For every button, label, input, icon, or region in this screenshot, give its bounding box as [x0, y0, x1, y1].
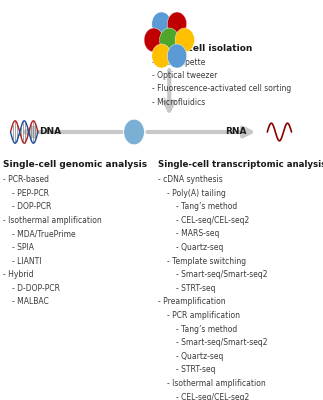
Text: - MALBAC: - MALBAC: [12, 297, 49, 306]
Text: - Template switching: - Template switching: [167, 256, 246, 266]
Text: - cDNA synthesis: - cDNA synthesis: [158, 175, 223, 184]
Text: - STRT-seq: - STRT-seq: [176, 365, 216, 374]
Circle shape: [167, 12, 187, 36]
Text: Single-cell transcriptomic analysis: Single-cell transcriptomic analysis: [158, 160, 323, 169]
Text: - Fluorescence-activated cell sorting: - Fluorescence-activated cell sorting: [152, 84, 291, 94]
Text: Single-cell genomic analysis: Single-cell genomic analysis: [3, 160, 147, 169]
Text: - LIANTI: - LIANTI: [12, 256, 42, 266]
Text: - DOP-PCR: - DOP-PCR: [12, 202, 52, 211]
Circle shape: [152, 44, 171, 68]
Text: - Optical tweezer: - Optical tweezer: [152, 71, 217, 80]
Text: - Quartz-seq: - Quartz-seq: [176, 352, 224, 361]
Text: - Tang’s method: - Tang’s method: [176, 324, 238, 334]
Text: - Preamplification: - Preamplification: [158, 297, 226, 306]
Text: - MDA/TruePrime: - MDA/TruePrime: [12, 229, 76, 238]
Text: - STRT-seq: - STRT-seq: [176, 284, 216, 293]
Text: RNA: RNA: [225, 127, 246, 136]
Circle shape: [152, 12, 171, 36]
Text: - Isothermal amplification: - Isothermal amplification: [167, 379, 266, 388]
Circle shape: [124, 119, 144, 145]
Text: - Microfluidics: - Microfluidics: [152, 98, 205, 107]
Text: - Smart-seq/Smart-seq2: - Smart-seq/Smart-seq2: [176, 270, 268, 279]
Text: - SPIA: - SPIA: [12, 243, 34, 252]
Circle shape: [167, 44, 187, 68]
Text: - PCR amplification: - PCR amplification: [167, 311, 240, 320]
Circle shape: [144, 28, 163, 52]
Text: - Micropipette: - Micropipette: [152, 58, 205, 67]
Text: Single-cell isolation: Single-cell isolation: [152, 44, 252, 53]
Text: - PEP-PCR: - PEP-PCR: [12, 188, 49, 198]
Text: - PCR-based: - PCR-based: [3, 175, 49, 184]
Text: - Tang’s method: - Tang’s method: [176, 202, 238, 211]
Text: - Hybrid: - Hybrid: [3, 270, 34, 279]
Text: - CEL-seq/CEL-seq2: - CEL-seq/CEL-seq2: [176, 216, 250, 225]
Text: - Quartz-seq: - Quartz-seq: [176, 243, 224, 252]
Text: - Smart-seq/Smart-seq2: - Smart-seq/Smart-seq2: [176, 338, 268, 347]
Text: DNA: DNA: [39, 127, 61, 136]
Text: - CEL-seq/CEL-seq2: - CEL-seq/CEL-seq2: [176, 392, 250, 400]
Text: - MARS-seq: - MARS-seq: [176, 229, 220, 238]
Circle shape: [160, 28, 179, 52]
Text: - D-DOP-PCR: - D-DOP-PCR: [12, 284, 60, 293]
Text: - Poly(A) tailing: - Poly(A) tailing: [167, 188, 226, 198]
Circle shape: [175, 28, 194, 52]
Text: - Isothermal amplification: - Isothermal amplification: [3, 216, 102, 225]
